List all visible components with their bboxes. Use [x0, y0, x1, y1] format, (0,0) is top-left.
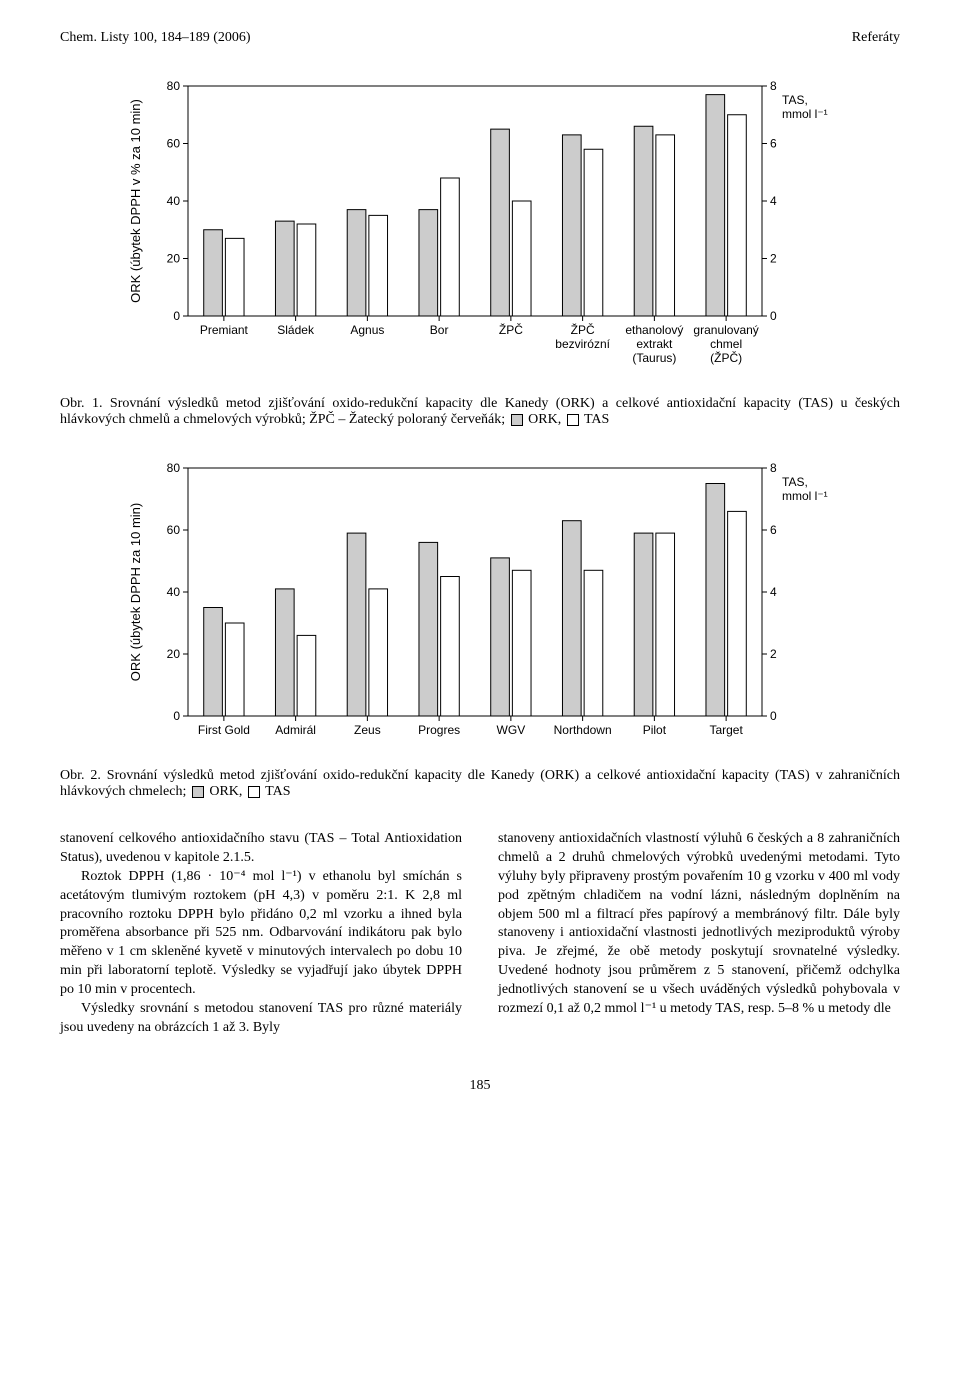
- legend-square-tas-icon: [567, 414, 579, 426]
- chart-1: 0 20 40 60 80 0 2 4 6 8 TAS,mmol l⁻¹ ORK (úbytek DP…: [120, 76, 840, 376]
- svg-text:Premiant: Premiant: [200, 323, 249, 337]
- svg-text:6: 6: [770, 137, 777, 151]
- svg-text:ethanolový: ethanolový: [625, 323, 683, 337]
- legend-square-tas-icon: [248, 786, 260, 798]
- svg-text:0: 0: [173, 709, 180, 723]
- caption-2-leg2: TAS: [265, 784, 290, 799]
- caption-1-leg2: TAS: [584, 412, 609, 427]
- svg-text:First Gold: First Gold: [198, 723, 250, 737]
- svg-text:WGV: WGV: [497, 723, 526, 737]
- left-column: stanovení celkového antioxidačního stavu…: [60, 830, 462, 1038]
- svg-text:granulovaný: granulovaný: [693, 323, 758, 337]
- svg-text:80: 80: [167, 79, 181, 93]
- page-number: 185: [60, 1078, 900, 1094]
- svg-text:Zeus: Zeus: [354, 723, 381, 737]
- svg-text:(Taurus): (Taurus): [632, 351, 676, 365]
- left-para-3: Výsledky srovnání s metodou stanovení TA…: [60, 1000, 462, 1038]
- caption-1-leg1: ORK,: [528, 412, 565, 427]
- svg-text:6: 6: [770, 523, 777, 537]
- right-column: stanoveny antioxidačních vlastností výlu…: [498, 830, 900, 1038]
- svg-text:40: 40: [167, 585, 181, 599]
- svg-text:Bor: Bor: [430, 323, 449, 337]
- chart-2: 0 20 40 60 80 0 2 4 6 8 TAS,mmol l⁻¹ ORK (úbytek DP…: [120, 458, 840, 748]
- chart-2-svg: 0 20 40 60 80 0 2 4 6 8 TAS,mmol l⁻¹ ORK (úbytek DP…: [120, 458, 840, 748]
- svg-text:Northdown: Northdown: [554, 723, 612, 737]
- left-para-1: stanovení celkového antioxidačního stavu…: [60, 831, 462, 865]
- svg-text:0: 0: [770, 309, 777, 323]
- svg-text:mmol l⁻¹: mmol l⁻¹: [782, 107, 828, 121]
- svg-text:Pilot: Pilot: [643, 723, 667, 737]
- legend-square-ork-icon: [511, 414, 523, 426]
- svg-text:60: 60: [167, 523, 181, 537]
- svg-text:20: 20: [167, 252, 181, 266]
- svg-text:ORK (úbytek DPPH v % za 10 min: ORK (úbytek DPPH v % za 10 min): [128, 99, 143, 303]
- svg-text:(ŽPČ): (ŽPČ): [710, 350, 742, 365]
- body-columns: stanovení celkového antioxidačního stavu…: [60, 830, 900, 1038]
- caption-2-leg1: ORK,: [209, 784, 246, 799]
- svg-text:4: 4: [770, 194, 777, 208]
- svg-text:0: 0: [173, 309, 180, 323]
- caption-2: Obr. 2. Srovnání výsledků metod zjišťová…: [60, 768, 900, 800]
- header-right: Referáty: [852, 30, 900, 46]
- svg-text:bezvirózní: bezvirózní: [555, 337, 610, 351]
- legend-square-ork-icon: [192, 786, 204, 798]
- caption-1-text: Obr. 1. Srovnání výsledků metod zjišťová…: [60, 396, 900, 427]
- left-para-2: Roztok DPPH (1,86 · 10⁻⁴ mol l⁻¹) v etha…: [60, 868, 462, 1000]
- svg-text:80: 80: [167, 461, 181, 475]
- svg-text:Target: Target: [709, 723, 743, 737]
- svg-text:Agnus: Agnus: [350, 323, 384, 337]
- svg-text:Admirál: Admirál: [275, 723, 316, 737]
- svg-text:Sládek: Sládek: [277, 323, 315, 337]
- svg-text:20: 20: [167, 647, 181, 661]
- svg-text:Progres: Progres: [418, 723, 460, 737]
- header-left: Chem. Listy 100, 184–189 (2006): [60, 30, 251, 46]
- chart-1-svg: 0 20 40 60 80 0 2 4 6 8 TAS,mmol l⁻¹ ORK (úbytek DP…: [120, 76, 840, 376]
- svg-text:0: 0: [770, 709, 777, 723]
- svg-text:2: 2: [770, 647, 777, 661]
- svg-text:mmol l⁻¹: mmol l⁻¹: [782, 489, 828, 503]
- svg-text:ŽPČ: ŽPČ: [499, 322, 523, 337]
- svg-text:8: 8: [770, 79, 777, 93]
- svg-text:40: 40: [167, 194, 181, 208]
- caption-2-text: Obr. 2. Srovnání výsledků metod zjišťová…: [60, 768, 900, 799]
- svg-text:TAS,: TAS,: [782, 475, 808, 489]
- page-header: Chem. Listy 100, 184–189 (2006) Referáty: [60, 30, 900, 46]
- right-para-1: stanoveny antioxidačních vlastností výlu…: [498, 831, 900, 1016]
- svg-text:8: 8: [770, 461, 777, 475]
- svg-text:2: 2: [770, 252, 777, 266]
- svg-text:ŽPČ: ŽPČ: [571, 322, 595, 337]
- caption-1: Obr. 1. Srovnání výsledků metod zjišťová…: [60, 396, 900, 428]
- svg-text:TAS,: TAS,: [782, 93, 808, 107]
- svg-text:chmel: chmel: [710, 337, 742, 351]
- svg-text:60: 60: [167, 137, 181, 151]
- svg-text:ORK (úbytek DPPH za 10 min): ORK (úbytek DPPH za 10 min): [128, 503, 143, 681]
- svg-text:extrakt: extrakt: [636, 337, 673, 351]
- svg-text:4: 4: [770, 585, 777, 599]
